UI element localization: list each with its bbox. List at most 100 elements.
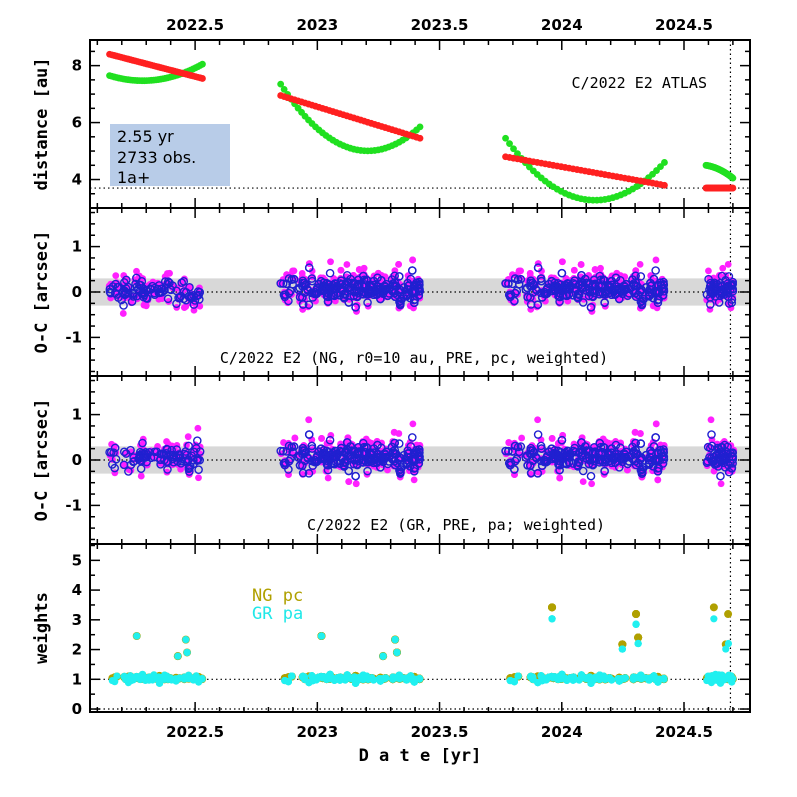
residual-point-open <box>344 298 354 307</box>
residual-point-open <box>717 450 727 459</box>
residual-point-open <box>191 444 201 453</box>
residual-point-open <box>278 279 288 288</box>
residual-point-open <box>636 285 646 294</box>
residual-point-filled <box>548 435 556 442</box>
residual-point-open <box>636 439 646 448</box>
residual-point-open <box>337 447 347 457</box>
residual-point-open <box>161 450 170 460</box>
residual-point-filled <box>352 480 360 488</box>
residual-point-open <box>636 466 646 475</box>
residual-point-open <box>624 457 634 466</box>
weight-point-gr <box>188 674 196 682</box>
residual-point-filled <box>308 267 316 275</box>
residual-point-open <box>589 275 599 285</box>
residual-point-filled <box>163 438 170 445</box>
residual-point-open <box>564 447 574 456</box>
residual-point-open <box>644 290 654 300</box>
residual-point-open <box>601 457 610 467</box>
residual-point-open <box>129 453 138 462</box>
weight-point-gr <box>141 676 149 684</box>
residual-point-open <box>156 460 165 469</box>
residual-point-filled <box>717 480 725 488</box>
residual-point-open <box>728 448 737 458</box>
residual-point-open <box>163 294 173 304</box>
weight-point-gr <box>155 673 163 681</box>
residual-point-open <box>551 281 561 290</box>
residual-point-filled <box>195 474 202 482</box>
weight-point-gr <box>379 652 387 660</box>
residual-point-open <box>409 298 419 308</box>
residual-point-open <box>628 275 637 284</box>
weight-point-gr <box>126 672 135 681</box>
residual-point-filled <box>291 434 299 442</box>
residual-point-open <box>705 453 714 462</box>
residual-point-open <box>373 440 382 450</box>
heliocentric-distance-point <box>416 134 424 142</box>
residual-point-open <box>392 282 401 291</box>
residual-point-open <box>286 286 295 296</box>
residual-point-filled <box>631 428 639 436</box>
residual-point-open <box>656 445 665 455</box>
residual-point-open <box>160 277 170 286</box>
residual-point-open <box>361 289 371 299</box>
residual-point-filled <box>511 439 518 447</box>
residual-point-open <box>409 466 419 476</box>
residual-point-open <box>175 293 185 302</box>
residual-point-open <box>336 443 346 453</box>
weight-point-gr <box>352 679 360 687</box>
residual-point-open <box>523 292 532 302</box>
residual-point-open <box>323 465 333 475</box>
residual-point-filled <box>120 272 128 279</box>
residual-point-open <box>516 442 526 451</box>
residual-point-open <box>307 456 317 466</box>
residual-point-open <box>333 450 342 459</box>
residual-point-open <box>335 291 345 300</box>
residual-point-open <box>322 285 332 294</box>
residual-point-filled <box>112 272 120 280</box>
residual-point-open <box>141 447 151 457</box>
residual-point-open <box>177 278 186 287</box>
residual-point-open <box>388 455 398 464</box>
residual-point-open <box>547 454 557 464</box>
residual-point-open <box>148 281 157 291</box>
residual-point-open <box>555 465 564 475</box>
residual-point-open <box>162 444 172 454</box>
weight-point-gr <box>376 677 384 685</box>
residual-point-open <box>363 466 372 476</box>
residual-point-filled <box>318 435 325 442</box>
heliocentric-distance-point <box>199 75 206 82</box>
residual-point-filled <box>409 256 417 264</box>
residual-point-filled <box>108 440 115 448</box>
geocentric-distance-point <box>506 140 513 148</box>
residual-point-open <box>569 446 578 456</box>
residual-point-open <box>289 442 299 451</box>
residual-point-filled <box>719 264 727 272</box>
residual-point-open <box>561 290 571 300</box>
residual-point-open <box>124 289 133 298</box>
residual-point-filled <box>410 476 418 484</box>
residual-point-open <box>340 290 350 299</box>
residual-point-filled <box>343 261 351 268</box>
residual-point-open <box>307 441 317 451</box>
residual-point-open <box>541 289 550 299</box>
residual-point-open <box>352 292 362 302</box>
residual-point-filled <box>323 439 331 447</box>
residual-point-open <box>602 453 612 462</box>
weight-point-ng <box>632 610 641 619</box>
weight-point-gr <box>391 674 399 682</box>
residual-point-open <box>720 440 729 450</box>
residual-point-open <box>184 464 194 474</box>
residual-point-open <box>547 444 556 453</box>
residual-point-open <box>376 276 386 285</box>
residual-point-open <box>573 460 582 470</box>
residual-point-open <box>526 276 536 286</box>
residual-point-open <box>718 289 727 299</box>
residual-point-open <box>523 461 532 470</box>
heliocentric-distance-point <box>729 184 737 192</box>
residual-point-open <box>713 443 722 453</box>
residual-point-open <box>536 274 546 283</box>
residual-point-open <box>651 266 660 275</box>
residual-point-open <box>648 462 658 471</box>
residual-point-open <box>564 283 574 293</box>
residual-point-open <box>372 290 382 299</box>
